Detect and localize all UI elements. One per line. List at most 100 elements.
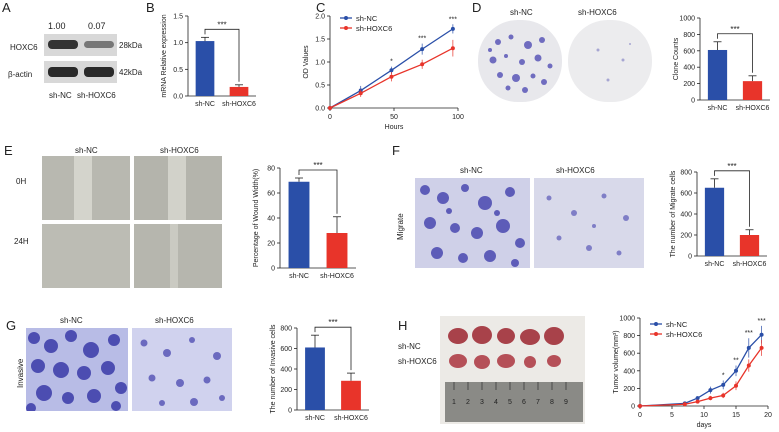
B-sig-bracket <box>204 28 240 82</box>
ruler-mark-1: 1 <box>452 399 456 406</box>
ruler-mark-8: 8 <box>550 399 554 406</box>
E-sig-label: *** <box>313 161 322 170</box>
C-ylabel: OD Values <box>303 45 310 79</box>
C-series-point-1 <box>358 91 363 96</box>
E-ytick-label: 0 <box>271 266 275 273</box>
B-ytick-label: 0.5 <box>173 67 183 74</box>
panel-label-b: B <box>146 0 155 15</box>
H-legend-label-1: sh-HOXC6 <box>666 330 702 339</box>
H-xtick-label: 5 <box>670 412 674 419</box>
F-bar-0 <box>704 187 725 256</box>
H-xtick-label: 15 <box>732 412 740 419</box>
D-bar-0 <box>707 49 728 100</box>
E-bar-1 <box>326 233 348 268</box>
row-label-hoxc6: HOXC6 <box>10 43 38 52</box>
ruler-mark-3: 3 <box>480 399 484 406</box>
ruler-mark-7: 7 <box>536 399 540 406</box>
e-row-0h: 0H <box>16 177 27 186</box>
B-ytick-label: 0.0 <box>173 94 183 101</box>
chart-b-bar-chart: 0.0 0.5 1.0 1.5 mRNA Relative expression sh-N… <box>161 14 256 109</box>
C-ytick-label: 0.5 <box>315 83 325 90</box>
C-ytick-label: 1.5 <box>315 37 325 44</box>
D-sig-label: *** <box>730 25 739 34</box>
colony-plate-hoxc6 <box>568 20 652 102</box>
E-ylabel: Percentage of Wound Width(%) <box>253 169 260 267</box>
H-series-point-1 <box>682 402 687 407</box>
E-ytick-label: 20 <box>267 241 275 248</box>
H-series-point-1 <box>708 396 713 401</box>
B-ylabel: mRNA Relative expression <box>161 14 168 97</box>
C-ytick-label: 2.0 <box>315 14 325 21</box>
wound-hoxc6-24h <box>134 224 222 288</box>
G-ylabel: The number of Invasive cells <box>270 324 277 414</box>
wound-nc-0h <box>42 156 130 220</box>
chart-d-bar-chart: 0 200 400 600 800 1000 Clone Counts sh-NC sh-HOX… <box>673 16 770 112</box>
H-ytick-label: 200 <box>623 386 635 393</box>
F-ylabel: The number of Migrate cells <box>670 170 677 257</box>
panel-label-g: G <box>6 318 17 333</box>
G-bar-1 <box>341 380 361 410</box>
kda-28: 28kDa <box>119 41 143 50</box>
G-ytick-label: 600 <box>280 346 292 353</box>
C-xtick-label: 0 <box>328 114 332 121</box>
D-ylabel: Clone Counts <box>673 37 680 80</box>
H-ytick-label: 600 <box>623 351 635 358</box>
C-legend-marker-0 <box>344 16 348 20</box>
H-series-point-1 <box>759 345 764 350</box>
western-blot-actin <box>44 61 117 83</box>
H-series-point-0 <box>734 368 738 373</box>
G-ytick-label: 800 <box>280 326 292 333</box>
f-row-migrate: Migrate <box>396 213 405 240</box>
H-legend-label-0: sh-NC <box>666 320 688 329</box>
D-xtick-label-0: sh-NC <box>708 105 728 112</box>
H-series-point-0 <box>746 345 751 350</box>
F-sig-label: *** <box>727 162 736 171</box>
C-xtick-label: 50 <box>390 114 398 121</box>
C-series-point-1 <box>389 74 394 79</box>
group-label-hoxc6: sh-HOXC6 <box>77 91 116 100</box>
ruler-mark-9: 9 <box>564 399 568 406</box>
D-sig-bracket <box>717 33 753 73</box>
e-group-hoxc6: sh-HOXC6 <box>160 146 199 155</box>
H-series-point-1 <box>695 399 700 404</box>
C-series-point-1 <box>328 106 332 110</box>
chart-e-bar-chart: 0 20 40 60 80 Percentage of Wound Width(%) sh-… <box>253 161 356 280</box>
d-group-nc: sh-NC <box>510 8 533 17</box>
H-ylabel: Tumor volume(mm³) <box>613 330 620 393</box>
row-label-actin: β-actin <box>8 70 33 79</box>
western-blot-hoxc6 <box>44 34 117 56</box>
C-legend-label-0: sh-NC <box>356 14 378 23</box>
C-series-point-1 <box>420 62 425 67</box>
g-row-invasive: Invasive <box>16 358 25 388</box>
F-xtick-label-1: sh-HOXC6 <box>733 261 767 268</box>
d-group-hoxc6: sh-HOXC6 <box>578 8 617 17</box>
B-ytick-label: 1.5 <box>173 14 183 21</box>
H-ytick-label: 0 <box>631 404 635 411</box>
H-series-point-1 <box>746 363 751 368</box>
B-ytick-label: 1.0 <box>173 40 183 47</box>
E-ytick-label: 80 <box>267 166 275 173</box>
B-sig-label: *** <box>217 20 226 29</box>
invasive-image-hoxc6 <box>132 328 232 411</box>
E-xtick-label-1: sh-HOXC6 <box>320 273 354 280</box>
wound-nc-24h <box>42 224 130 288</box>
chart-h-line-chart: 0 200 400 600 800 1000 Tumor volume(mm³) 0 5 10 15… <box>613 316 772 430</box>
H-xtick-label: 0 <box>638 412 642 419</box>
H-xtick-label: 10 <box>700 412 708 419</box>
H-ytick-label: 1000 <box>619 316 635 323</box>
E-ytick-label: 60 <box>267 191 275 198</box>
ruler-mark-6: 6 <box>522 399 526 406</box>
F-ytick-label: 800 <box>680 170 692 177</box>
C-ytick-label: 1.0 <box>315 60 325 67</box>
E-xtick-label-0: sh-NC <box>289 273 309 280</box>
C-legend-marker-1 <box>344 26 348 30</box>
G-xtick-label-1: sh-HOXC6 <box>334 415 368 422</box>
panel-label-d: D <box>472 0 482 15</box>
tumor-photo: 1 2 3 4 5 6 7 8 9 <box>440 316 585 424</box>
F-ytick-label: 200 <box>680 233 692 240</box>
migrate-image-nc <box>415 178 530 268</box>
F-bar-1 <box>739 235 760 256</box>
E-ytick-label: 40 <box>267 216 275 223</box>
